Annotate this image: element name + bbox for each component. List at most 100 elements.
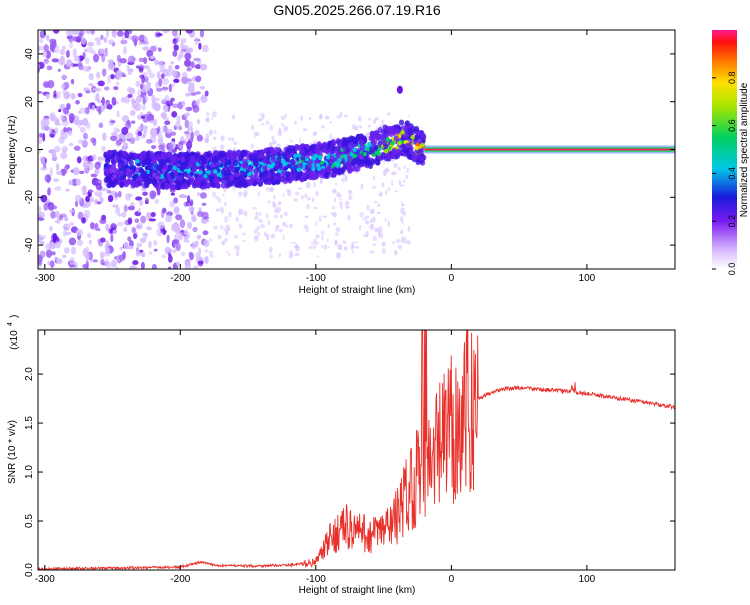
spectral-speck: [231, 114, 236, 120]
spectral-speck: [50, 205, 58, 210]
spectral-speck: [103, 36, 108, 43]
colorbar-tick-label: 0.6: [727, 119, 737, 132]
spectral-speck: [55, 258, 63, 265]
spectral-band-point: [171, 157, 177, 164]
spectral-band-point: [161, 151, 167, 158]
spectral-speck: [73, 145, 81, 151]
spectral-band-point: [262, 157, 268, 164]
spectral-speck: [83, 201, 90, 208]
spectral-speck: [266, 186, 269, 192]
spectral-speck: [200, 63, 208, 71]
spectral-speck: [289, 139, 293, 143]
spectral-speck: [161, 86, 168, 92]
spectral-band-point: [165, 151, 171, 158]
spectral-speck: [38, 45, 44, 51]
spectral-speck: [179, 144, 184, 151]
spectral-speck: [376, 211, 381, 214]
spectral-speck: [321, 245, 324, 249]
spectral-speck: [391, 183, 394, 186]
spectral-speck: [175, 242, 181, 252]
spectral-speck: [106, 189, 112, 194]
spectral-speck: [161, 254, 167, 259]
spectral-speck: [100, 187, 108, 192]
snr-scale-exponent: 4: [7, 322, 14, 326]
spectral-band-point: [325, 166, 331, 173]
spectral-speck: [179, 219, 186, 229]
spectral-speck: [302, 128, 308, 132]
spectral-speck: [70, 246, 77, 255]
spectral-speck: [227, 252, 231, 256]
spectral-speck: [94, 161, 101, 170]
spectral-band-point: [311, 166, 316, 172]
spectral-speck: [47, 187, 51, 196]
spectral-speck: [162, 77, 170, 86]
spectral-speck: [178, 231, 184, 241]
spectral-speck: [373, 175, 376, 181]
spectrogram-y-tick-label: 0: [24, 146, 35, 152]
spectral-speck: [164, 120, 171, 126]
spectral-speck: [116, 30, 124, 37]
spectral-speck: [186, 67, 192, 72]
spectral-speck: [143, 232, 148, 240]
spectral-band-point: [195, 177, 201, 184]
spectral-speck: [140, 261, 145, 269]
colorbar-ticks: 0.0 0.2 0.4 0.6 0.8: [712, 72, 737, 275]
spectral-speck: [155, 87, 163, 92]
spectral-speck: [86, 122, 91, 129]
spectral-speck: [359, 212, 365, 218]
spectral-band-point: [381, 134, 387, 141]
spectral-speck: [237, 191, 242, 195]
spectral-speck: [146, 82, 151, 91]
spectral-speck: [160, 112, 168, 119]
spectral-speck: [174, 65, 180, 70]
spectral-speck: [225, 229, 229, 236]
spectral-speck: [221, 207, 224, 215]
spectral-speck: [194, 129, 200, 137]
spectral-band-point: [385, 137, 390, 142]
spectral-speck: [222, 193, 225, 197]
spectral-band-point: [248, 154, 255, 161]
spectral-speck: [104, 259, 110, 266]
spectral-band-point: [404, 148, 410, 155]
spectral-speck: [151, 263, 157, 269]
spectral-band-point: [383, 143, 389, 150]
spectral-band-point: [413, 125, 420, 132]
spectral-speck: [381, 242, 386, 246]
snr-y-tick-label: 0.5: [24, 514, 35, 528]
spectral-speck: [162, 103, 169, 113]
spectral-speck: [260, 122, 265, 126]
spectral-speck: [216, 208, 220, 212]
spectral-speck: [140, 215, 147, 224]
spectral-speck: [162, 228, 166, 236]
spectral-speck: [165, 128, 173, 134]
spectral-speck: [344, 175, 348, 180]
spectral-speck: [253, 228, 258, 235]
spectral-speck: [208, 129, 213, 136]
spectral-speck: [359, 125, 362, 129]
spectral-band-point: [134, 173, 139, 179]
spectral-speck: [339, 111, 343, 118]
spectral-speck: [215, 195, 219, 200]
spectral-speck: [335, 227, 341, 232]
spectral-band-point: [407, 128, 413, 135]
spectral-speck: [43, 202, 49, 211]
snr-y-label: SNR (10 * v/v): [7, 420, 18, 484]
spectral-speck: [173, 197, 179, 204]
spectral-speck: [54, 219, 59, 224]
spectral-speck: [305, 226, 310, 233]
spectral-speck: [69, 41, 73, 49]
spectral-speck: [55, 90, 62, 99]
spectral-band-point: [205, 165, 211, 170]
spectral-speck: [51, 58, 60, 63]
spectral-speck: [149, 55, 156, 60]
spectral-speck: [54, 186, 62, 191]
spectral-speck: [242, 232, 247, 236]
spectral-speck: [186, 92, 192, 97]
spectral-speck: [351, 251, 355, 254]
spectral-band-point: [316, 163, 321, 168]
snr-series-line: [38, 330, 675, 570]
spectral-speck: [77, 211, 84, 220]
spectral-band-point: [413, 134, 419, 141]
spectral-band-point: [271, 150, 277, 157]
spectral-band-point: [141, 159, 147, 166]
